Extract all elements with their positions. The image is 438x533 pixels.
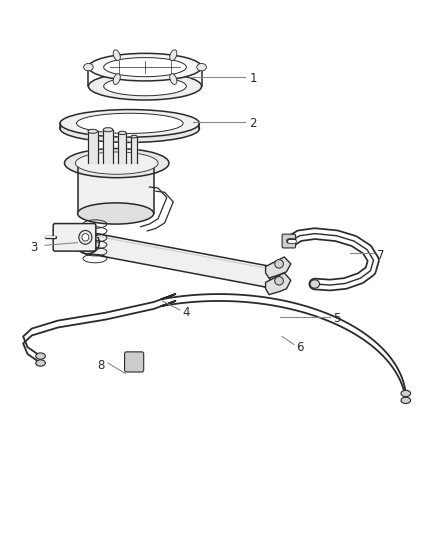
Ellipse shape bbox=[36, 360, 46, 366]
Ellipse shape bbox=[113, 74, 120, 84]
Ellipse shape bbox=[36, 353, 46, 359]
Text: 5: 5 bbox=[333, 312, 340, 326]
FancyBboxPatch shape bbox=[282, 234, 296, 248]
Ellipse shape bbox=[258, 266, 282, 288]
Ellipse shape bbox=[170, 50, 177, 61]
Ellipse shape bbox=[310, 280, 320, 288]
Polygon shape bbox=[265, 257, 291, 278]
Ellipse shape bbox=[118, 131, 126, 134]
Ellipse shape bbox=[82, 233, 89, 241]
Ellipse shape bbox=[275, 277, 283, 285]
Ellipse shape bbox=[113, 50, 120, 61]
Ellipse shape bbox=[170, 74, 177, 84]
Ellipse shape bbox=[401, 397, 410, 403]
Text: 1: 1 bbox=[250, 72, 257, 85]
Ellipse shape bbox=[88, 129, 98, 133]
Ellipse shape bbox=[60, 110, 199, 137]
Ellipse shape bbox=[103, 128, 113, 132]
Ellipse shape bbox=[104, 77, 186, 96]
Ellipse shape bbox=[60, 115, 199, 142]
Ellipse shape bbox=[78, 203, 154, 224]
Ellipse shape bbox=[64, 149, 169, 177]
Text: 8: 8 bbox=[97, 359, 105, 372]
Polygon shape bbox=[78, 163, 154, 214]
Ellipse shape bbox=[77, 114, 183, 133]
Ellipse shape bbox=[197, 63, 206, 71]
Ellipse shape bbox=[79, 230, 92, 244]
Text: 4: 4 bbox=[182, 306, 190, 319]
FancyBboxPatch shape bbox=[53, 223, 96, 251]
Text: 3: 3 bbox=[30, 241, 37, 254]
Ellipse shape bbox=[75, 152, 158, 174]
Ellipse shape bbox=[84, 63, 93, 71]
FancyBboxPatch shape bbox=[124, 352, 144, 372]
Text: 6: 6 bbox=[297, 341, 304, 353]
Ellipse shape bbox=[75, 231, 99, 254]
Ellipse shape bbox=[275, 260, 283, 268]
Text: 7: 7 bbox=[377, 249, 384, 262]
Text: 2: 2 bbox=[250, 117, 257, 131]
Ellipse shape bbox=[401, 390, 410, 397]
Ellipse shape bbox=[88, 53, 201, 81]
Ellipse shape bbox=[88, 72, 201, 100]
Polygon shape bbox=[86, 232, 271, 288]
Polygon shape bbox=[265, 273, 291, 295]
Ellipse shape bbox=[104, 58, 186, 77]
Ellipse shape bbox=[131, 135, 137, 138]
